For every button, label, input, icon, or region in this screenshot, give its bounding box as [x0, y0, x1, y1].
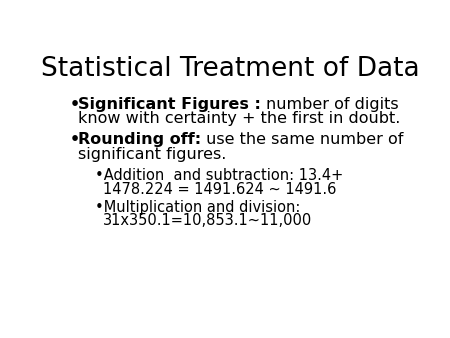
Text: •Multiplication and division:: •Multiplication and division: [95, 200, 301, 215]
Text: know with certainty + the first in doubt.: know with certainty + the first in doubt… [78, 112, 400, 126]
Text: number of digits: number of digits [266, 97, 399, 112]
Text: •: • [70, 132, 81, 147]
Text: Significant Figures :: Significant Figures : [78, 97, 266, 112]
Text: use the same number of: use the same number of [201, 132, 404, 147]
Text: •: • [70, 97, 81, 112]
Text: 31x350.1=10,853.1~11,000: 31x350.1=10,853.1~11,000 [103, 213, 312, 228]
Text: Statistical Treatment of Data: Statistical Treatment of Data [41, 56, 420, 82]
Text: Rounding off:: Rounding off: [78, 132, 201, 147]
Text: significant figures.: significant figures. [78, 146, 226, 162]
Text: 1478.224 = 1491.624 ~ 1491.6: 1478.224 = 1491.624 ~ 1491.6 [103, 182, 336, 197]
Text: •Addition  and subtraction: 13.4+: •Addition and subtraction: 13.4+ [95, 168, 343, 184]
